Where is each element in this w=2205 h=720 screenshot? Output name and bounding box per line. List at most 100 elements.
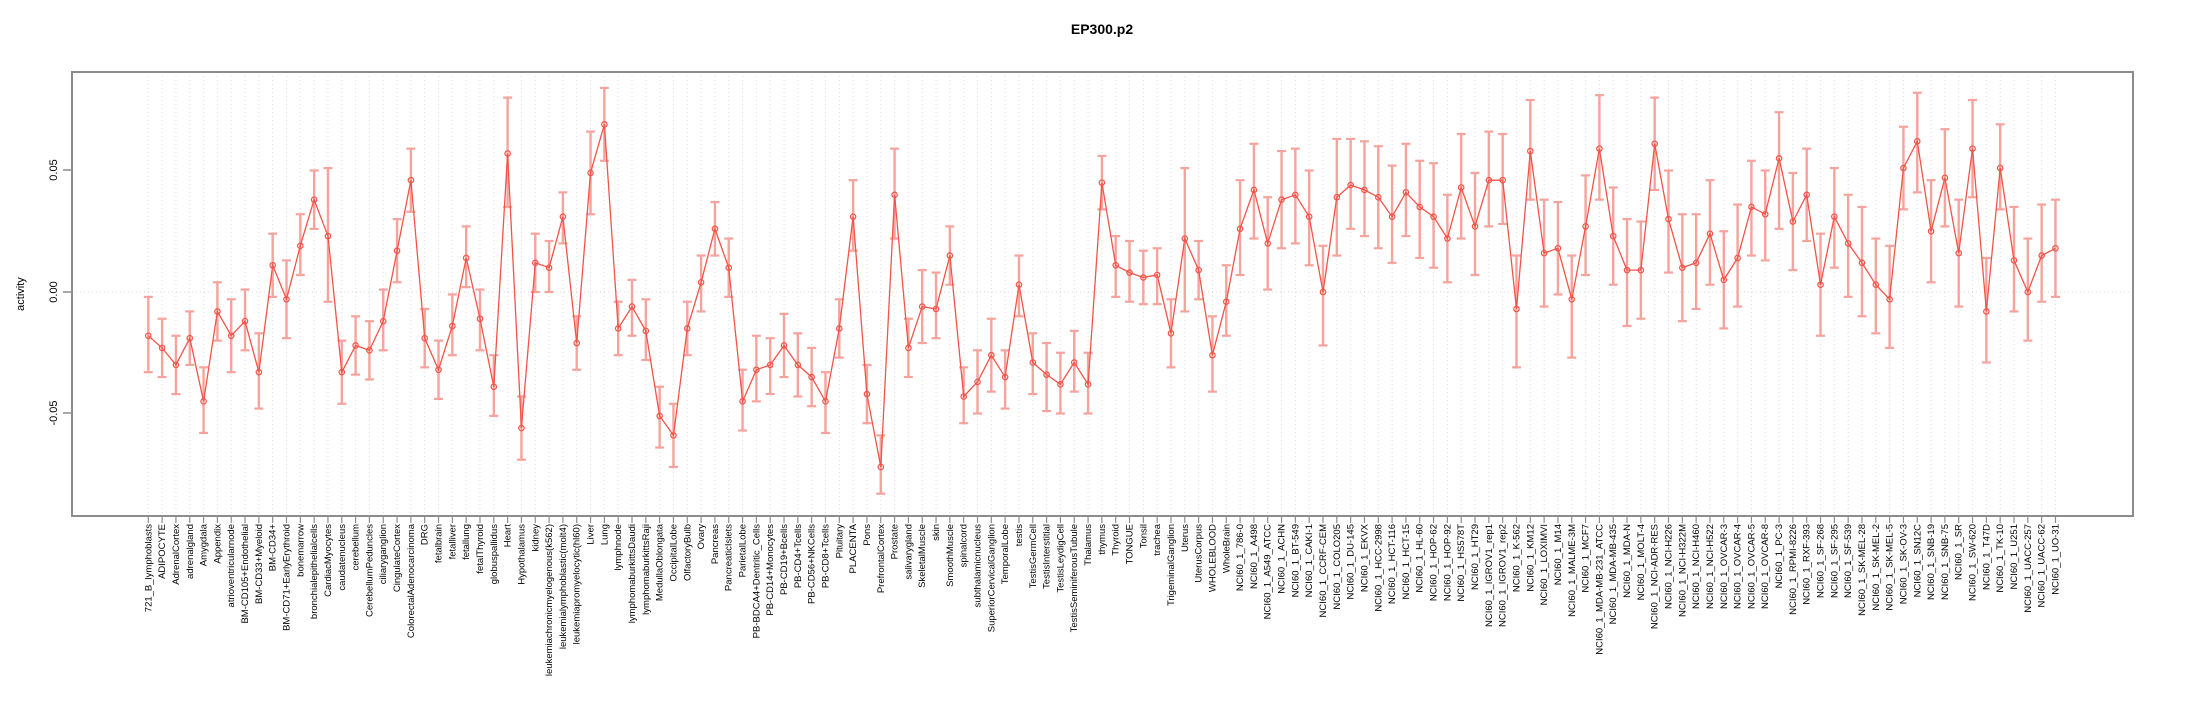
data-point <box>1844 240 1852 247</box>
data-point <box>227 332 235 340</box>
x-tick-label: PB-CD56+NKCells <box>807 524 818 604</box>
data-point <box>739 398 746 405</box>
x-tick-label: adrenalgland <box>185 524 196 579</box>
data-point <box>407 176 415 184</box>
data-point <box>1665 215 1672 223</box>
x-tick-label: BM-CD34+ <box>268 524 279 572</box>
x-tick-label: Pons <box>862 524 873 546</box>
data-point <box>1941 174 1949 182</box>
x-tick-label: Ovary <box>696 524 707 550</box>
data-point <box>601 121 608 128</box>
x-tick-label: NCI60_1_UACC-257 <box>2023 524 2034 613</box>
x-tick-label: subthalamicnucleus <box>973 524 984 608</box>
data-point <box>1817 281 1824 289</box>
data-point <box>269 261 276 269</box>
x-tick-label: NCI60_1_OVCAR-5 <box>1746 524 1757 609</box>
x-tick-label: TestisGermCell <box>1028 524 1039 588</box>
data-point <box>1416 203 1424 211</box>
x-tick-label: NCI60_1_PC-3 <box>1774 524 1785 588</box>
data-point <box>2024 288 2032 296</box>
x-tick-label: NCI60_1_COLO205 <box>1332 524 1343 610</box>
x-tick-label: TestisSeminiferousTubule <box>1069 524 1080 632</box>
data-point <box>1402 189 1410 196</box>
x-tick-label: OlfactoryBulb <box>682 524 693 581</box>
data-point <box>753 366 760 374</box>
data-point <box>1292 191 1299 199</box>
data-point <box>1886 295 1893 303</box>
x-tick-label: OccipitalLobe <box>668 524 679 582</box>
data-point <box>628 303 636 310</box>
data-point <box>435 366 442 374</box>
data-point <box>891 191 898 199</box>
x-tick-label: Appendix <box>212 524 223 564</box>
x-tick-label: NCI60_1_CCRF-CEM <box>1318 524 1329 618</box>
data-point <box>421 334 429 342</box>
x-tick-label: NCI60_1_NCI-ADR-RES <box>1650 524 1661 629</box>
x-tick-label: NCI60_1_SF-295 <box>1829 524 1840 598</box>
x-tick-label: DRG <box>420 524 431 545</box>
x-tick-label: ADIPOCYTE <box>157 524 168 579</box>
x-tick-label: fetalliver <box>447 524 458 559</box>
x-tick-label: Pituitary <box>834 524 845 559</box>
x-tick-label: NCI60_1_U251 <box>2009 524 2020 590</box>
x-tick-label: NCI60_1_HS578T <box>1456 524 1467 602</box>
data-point <box>1761 210 1769 218</box>
x-tick-label: NCI60_1_KM12 <box>1525 524 1536 592</box>
x-tick-label: Amygdala <box>199 523 210 566</box>
x-tick-label: TemporalLobe <box>1000 524 1011 584</box>
x-tick-label: NCI60_1_DU-145 <box>1346 524 1357 600</box>
x-tick-label: TestisLeydigCell <box>1055 524 1066 593</box>
x-tick-label: NCI60_1_RXF-393 <box>1802 524 1813 605</box>
plot-border <box>71 71 2134 517</box>
x-tick-label: lymphnode <box>613 524 624 570</box>
data-point <box>863 390 871 398</box>
x-tick-label: bonemarrow <box>295 524 306 577</box>
data-point <box>490 383 498 391</box>
data-point <box>1554 244 1562 252</box>
data-point <box>393 247 401 254</box>
data-point <box>504 150 511 157</box>
data-point <box>1084 381 1092 388</box>
data-point <box>656 412 663 420</box>
x-tick-label: Uterus <box>1180 524 1191 552</box>
data-point <box>1734 254 1741 262</box>
data-point <box>822 398 829 405</box>
data-point <box>1499 176 1506 184</box>
chart-title: EP300.p2 <box>1071 21 1133 37</box>
x-tick-label: TONGUE <box>1125 524 1136 564</box>
data-point <box>1167 330 1175 337</box>
x-tick-label: ciliaryganglion <box>378 524 389 584</box>
x-tick-label: caudatenucleus <box>337 524 348 591</box>
x-tick-label: NCI60_1_SK-MEL-5 <box>1885 524 1896 611</box>
x-tick-label: NCI60_1_SK-MEL-28 <box>1857 524 1868 616</box>
x-tick-label: Pancreas <box>710 524 721 564</box>
data-point <box>1955 249 1963 257</box>
x-tick-label: globuspallidus <box>489 524 500 584</box>
x-tick-label: trachea <box>1152 523 1163 555</box>
x-tick-label: NCI60_1_SF-539 <box>1843 524 1854 598</box>
data-point <box>2010 257 2018 264</box>
data-point <box>352 342 359 349</box>
data-point <box>1361 186 1368 194</box>
data-point <box>1305 213 1313 220</box>
chart-generated-content: 721_B_lymphoblasts ADIPOCYTE AdrenalCortex… <box>72 72 2133 676</box>
data-point <box>1720 276 1728 284</box>
x-tick-label: NCI60_1_NCI-H522 <box>1705 524 1716 609</box>
x-tick-label: NCI60_1_OVCAR-3 <box>1719 524 1730 609</box>
data-point <box>1278 196 1285 203</box>
data-point <box>200 398 207 405</box>
data-point <box>255 368 263 376</box>
x-tick-label: fetalThyroid <box>475 524 486 574</box>
data-point <box>1153 271 1161 279</box>
x-tick-label: salivarygland <box>903 524 914 579</box>
x-tick-label: UterusCorpus <box>1194 524 1205 583</box>
x-tick-label: 721_B_lymphoblasts <box>143 524 154 612</box>
data-point <box>1112 261 1120 269</box>
x-tick-label: NCI60_1_BT-549 <box>1290 524 1301 597</box>
data-point <box>1347 181 1354 189</box>
x-tick-label: NCI60_1_SN12C <box>1912 524 1923 598</box>
data-point <box>711 225 719 233</box>
x-tick-label: NCI60_1_SW-620 <box>1968 524 1979 601</box>
data-point <box>518 424 525 432</box>
